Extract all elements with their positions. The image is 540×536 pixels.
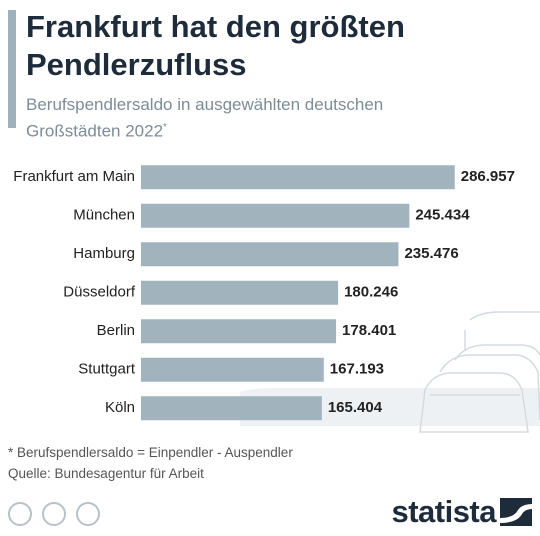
category-label: München <box>73 207 135 224</box>
category-label: Frankfurt am Main <box>13 168 135 185</box>
value-label: 167.193 <box>330 361 384 378</box>
value-label: 178.401 <box>342 322 396 339</box>
bar <box>141 242 399 267</box>
category-label: Stuttgart <box>78 361 136 378</box>
subtitle-marker: * <box>163 122 167 133</box>
chart-title: Frankfurt hat den größten Pendlerzufluss <box>26 9 405 82</box>
bar <box>141 319 337 344</box>
bar <box>141 357 324 382</box>
footnote: * Berufspendlersaldo = Einpendler - Ausp… <box>8 445 293 460</box>
subtitle-text: Berufspendlersaldo in ausgewählten deuts… <box>26 95 384 141</box>
bar <box>141 396 322 421</box>
brand-logo <box>500 498 532 526</box>
bar <box>141 203 410 228</box>
value-label: 165.404 <box>328 399 383 416</box>
chart-subtitle: Berufspendlersaldo in ausgewählten deuts… <box>26 93 451 143</box>
bar <box>141 280 339 305</box>
source: Quelle: Bundesagentur für Arbeit <box>8 466 204 481</box>
license-icons <box>8 502 100 526</box>
bar <box>141 165 455 190</box>
category-label: Berlin <box>97 322 135 339</box>
category-label: Hamburg <box>73 245 135 262</box>
accent-bar <box>8 10 16 128</box>
category-label: Düsseldorf <box>63 284 136 301</box>
value-label: 245.434 <box>415 207 470 224</box>
value-label: 180.246 <box>344 284 398 301</box>
value-label: 286.957 <box>461 168 515 185</box>
value-label: 235.476 <box>404 245 458 262</box>
category-label: Köln <box>105 399 135 416</box>
brand: statista <box>391 494 496 529</box>
